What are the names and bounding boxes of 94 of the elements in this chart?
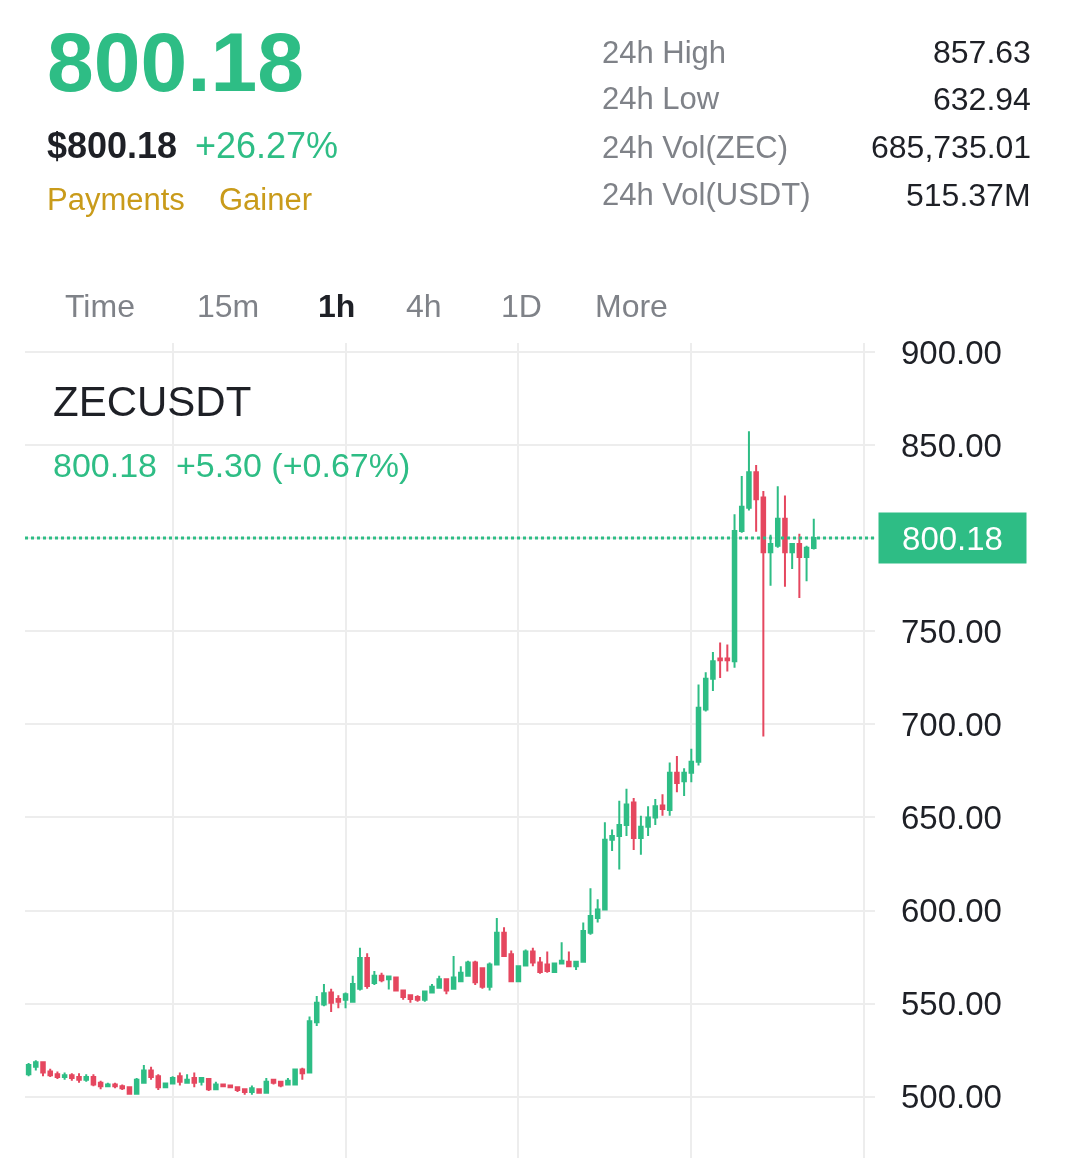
y-tick-label: 700.00 [901, 706, 1002, 743]
candlestick [782, 494, 788, 588]
candlestick [328, 987, 334, 1013]
candlestick [573, 959, 579, 972]
candlestick [148, 1065, 154, 1081]
candlestick [558, 941, 565, 965]
candlestick [241, 1088, 248, 1096]
candlestick [681, 767, 687, 798]
text: 1D [501, 288, 542, 324]
candlestick [169, 1075, 176, 1086]
text: 800.18 +5.30 (+0.67%) [53, 446, 411, 484]
text: 857.63 [933, 34, 1031, 70]
candlestick [263, 1076, 270, 1095]
ref-line-label: 800.18 [902, 519, 1003, 557]
candlestick [270, 1077, 277, 1086]
y-tick-label: 550.00 [901, 985, 1002, 1023]
candlestick [479, 966, 486, 990]
candlestick [191, 1071, 198, 1089]
candlestick [155, 1073, 162, 1092]
candlestick [674, 755, 680, 794]
candlestick [688, 747, 695, 784]
candlestick [54, 1070, 61, 1080]
candlestick [753, 463, 759, 533]
candlestick [724, 643, 731, 673]
candlestick [803, 544, 810, 583]
candlestick [83, 1073, 89, 1083]
candlestick [306, 1015, 313, 1075]
text: Gainer [219, 182, 313, 217]
text: More [595, 288, 668, 324]
candlestick [371, 970, 378, 986]
text: 15m [197, 288, 260, 324]
candlestick [299, 1066, 306, 1081]
candlestick [566, 950, 572, 969]
y-tick-label: 500.00 [901, 1078, 1002, 1116]
text: Time [65, 288, 135, 324]
y-tick-label: 850.00 [901, 426, 1002, 464]
candlestick [702, 671, 709, 713]
candlestick [494, 916, 500, 967]
candlestick [630, 796, 637, 852]
y-tick-label: 750.00 [901, 612, 1002, 650]
candlestick [443, 977, 450, 996]
candlestick [126, 1085, 133, 1096]
candlestick [594, 898, 601, 924]
y-tick-label: 600.00 [901, 892, 1002, 930]
candlestick [652, 797, 659, 826]
y-tick-label: 900.00 [901, 333, 1002, 371]
text: 24h Low [602, 81, 720, 116]
candlestick [695, 683, 702, 767]
text: 1h [318, 288, 356, 324]
candlestick [407, 994, 414, 1004]
candlestick [717, 641, 723, 679]
text: +26.27% [195, 125, 339, 166]
candlestick [335, 994, 342, 1010]
text: Payments [47, 182, 185, 217]
candlestick [386, 974, 392, 991]
text: 632.94 [933, 81, 1031, 117]
candlestick [796, 532, 803, 599]
candlestick [789, 542, 795, 571]
candlestick [141, 1063, 147, 1085]
candlestick [472, 959, 478, 986]
candlestick [249, 1084, 255, 1096]
text: 800.18 [47, 15, 304, 109]
text: 4h [406, 288, 442, 324]
candlestick [90, 1073, 97, 1088]
candlestick [33, 1059, 39, 1072]
candlestick [666, 761, 673, 817]
candlestick [659, 793, 666, 817]
candlestick [760, 489, 767, 738]
text: 24h Vol(ZEC) [602, 130, 789, 165]
text: $800.18 [47, 125, 178, 166]
candlestick [133, 1076, 140, 1096]
candlestick [256, 1087, 262, 1095]
text: 515.37M [906, 177, 1031, 213]
candlestick [623, 787, 630, 838]
candlestick [342, 991, 349, 1010]
candlestick [177, 1071, 183, 1087]
y-tick-label: 650.00 [901, 799, 1002, 837]
candlestick [587, 887, 594, 936]
text: ZECUSDT [53, 377, 252, 425]
candlestick [580, 921, 587, 964]
candlestick [184, 1073, 190, 1084]
text: 24h Vol(USDT) [602, 177, 811, 212]
candlestick [198, 1076, 205, 1087]
text: 24h High [602, 35, 727, 70]
candlestick [450, 955, 457, 991]
candlestick [61, 1071, 68, 1081]
text: 685,735.01 [871, 129, 1032, 165]
candlestick [616, 799, 623, 871]
candlestick [414, 994, 421, 1003]
candlestick [710, 650, 716, 692]
candlestick [234, 1085, 241, 1093]
candlestick [364, 952, 370, 990]
candlestick [486, 961, 493, 992]
candlestick [213, 1080, 219, 1092]
